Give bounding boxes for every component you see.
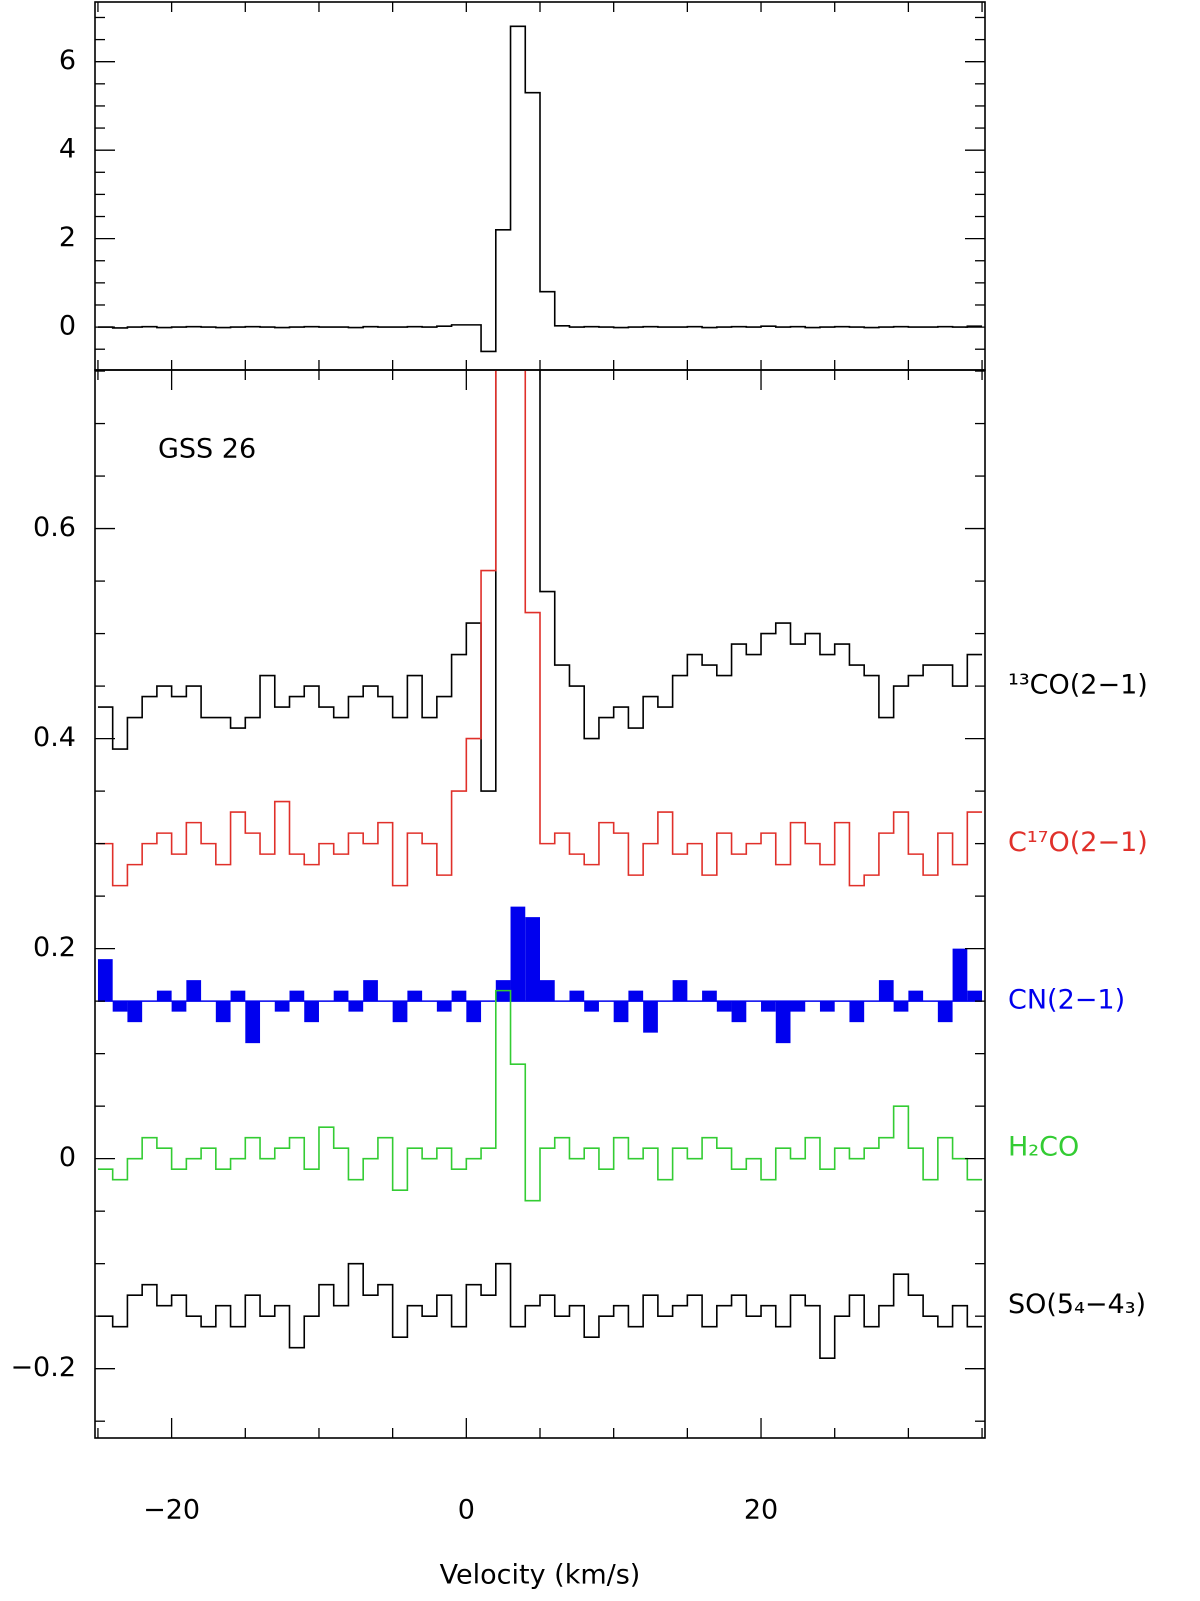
legend-label: CN(2−1)	[1008, 985, 1125, 1016]
bar	[510, 906, 526, 1002]
y-tick-label: 0	[59, 1142, 76, 1173]
bar	[407, 990, 423, 1002]
bar	[230, 990, 246, 1002]
bar	[215, 1001, 231, 1023]
x-tick-label: −20	[143, 1495, 200, 1526]
spectrum-line	[97, 370, 983, 792]
bar	[878, 980, 894, 1002]
bar	[893, 1001, 909, 1012]
bar	[245, 1001, 261, 1044]
bar	[643, 1001, 658, 1033]
bar	[171, 1001, 187, 1012]
y-tick-label: 0	[59, 311, 76, 342]
plot-area	[97, 370, 983, 1359]
bar	[540, 980, 555, 1002]
bar	[775, 1001, 791, 1044]
bar	[363, 980, 378, 1002]
plot-area	[97, 25, 983, 353]
bar	[466, 1001, 482, 1023]
y-tick-label: 4	[59, 134, 76, 165]
spectrum-line	[97, 25, 983, 353]
bar	[333, 990, 349, 1002]
y-tick-label: 2	[59, 222, 76, 253]
bar	[274, 1001, 290, 1012]
legend-label: H₂CO	[1008, 1132, 1079, 1163]
bar	[127, 1001, 143, 1023]
bar	[672, 980, 688, 1002]
bar	[937, 1001, 953, 1023]
bar	[702, 990, 717, 1002]
bar	[849, 1001, 865, 1023]
bar	[348, 1001, 364, 1012]
bar	[628, 990, 644, 1002]
bar	[112, 1001, 128, 1012]
bar	[967, 990, 983, 1002]
bar	[952, 948, 968, 1002]
legend-label: C¹⁷O(2−1)	[1008, 827, 1148, 858]
legend-label: SO(5₄−4₃)	[1008, 1289, 1146, 1320]
y-tick-label: 0.6	[33, 512, 76, 543]
bar	[569, 990, 585, 1002]
y-tick-label: 6	[59, 45, 76, 76]
x-tick-label: 20	[744, 1495, 778, 1526]
spectrum-line	[97, 1262, 983, 1359]
legend-label: ¹³CO(2−1)	[1008, 670, 1148, 701]
y-tick-label: 0.2	[33, 932, 76, 963]
bar	[525, 917, 540, 1002]
bar	[436, 1001, 452, 1012]
x-tick-label: 0	[458, 1495, 475, 1526]
bar	[908, 990, 924, 1002]
bar	[97, 959, 113, 1002]
bar	[186, 980, 202, 1002]
bar	[392, 1001, 408, 1023]
bar	[790, 1001, 806, 1012]
bar	[289, 990, 305, 1002]
x-axis-label: Velocity (km/s)	[440, 1560, 641, 1591]
bar	[304, 1001, 319, 1023]
spectrum-line	[97, 989, 983, 1202]
spectrum-line	[97, 370, 983, 887]
bar	[613, 1001, 629, 1023]
bar	[716, 1001, 732, 1012]
bar	[819, 1001, 835, 1012]
y-tick-label: 0.4	[33, 722, 76, 753]
bar	[156, 990, 172, 1002]
bar	[451, 990, 467, 1002]
bar	[584, 1001, 599, 1012]
y-tick-label: −0.2	[10, 1352, 76, 1383]
annotation: GSS 26	[158, 434, 256, 465]
bar	[761, 1001, 776, 1012]
bar	[731, 1001, 747, 1023]
